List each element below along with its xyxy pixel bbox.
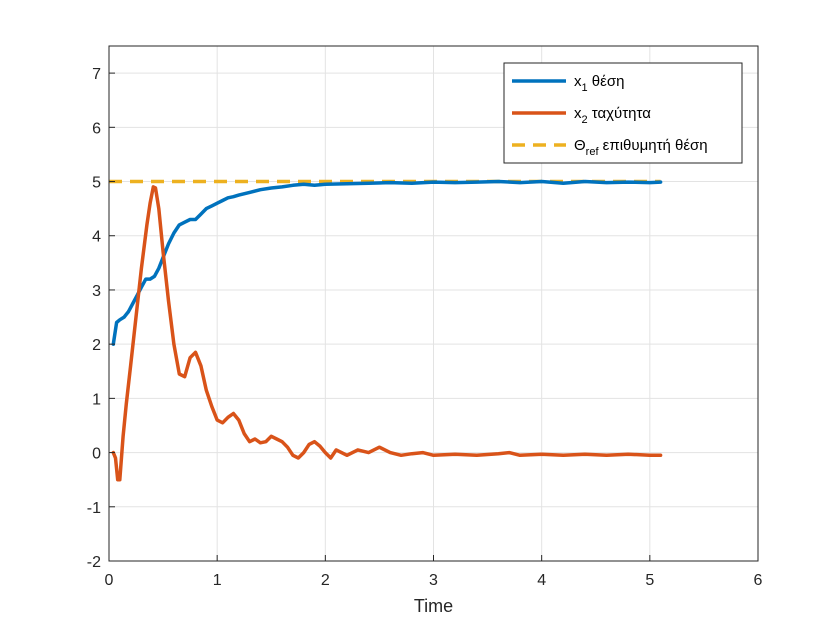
y-tick-label: 3	[92, 283, 101, 300]
legend-subscript: ref	[586, 146, 600, 158]
series-line-2	[111, 185, 663, 482]
legend-base: x	[574, 73, 582, 90]
legend-rest: θέση	[588, 73, 625, 90]
series-lines	[109, 179, 663, 482]
x-tick-label: 6	[754, 572, 763, 589]
y-tick-label: 4	[92, 229, 101, 246]
y-tick-label: -2	[87, 554, 101, 571]
legend-rest: ταχύτητα	[588, 105, 652, 122]
legend-entry-3: Θref επιθυμητή θέση	[574, 137, 708, 158]
y-tick-label: 5	[92, 175, 101, 192]
x-tick-label: 3	[429, 572, 438, 589]
y-tick-label: 6	[92, 120, 101, 137]
legend-base: x	[574, 105, 582, 122]
y-tick-label: -1	[87, 500, 101, 517]
x-tick-label: 4	[537, 572, 546, 589]
x-tick-label: 5	[645, 572, 654, 589]
y-tick-label: 2	[92, 337, 101, 354]
x-axis-label: Time	[414, 596, 453, 616]
y-tick-label: 7	[92, 66, 101, 83]
x-tick-label: 0	[105, 572, 114, 589]
series-line-1	[111, 179, 663, 346]
x-tick-label: 2	[321, 572, 330, 589]
legend-subscript: 2	[582, 114, 588, 126]
y-tick-label: 1	[92, 391, 101, 408]
legend-base: Θ	[574, 137, 586, 154]
axis-ticks: 0 1 2 3 4 5 6 -2 -1 0 1 2 3 4 5 6 7	[87, 66, 763, 589]
legend-rest: επιθυμητή θέση	[599, 137, 708, 154]
legend-entry-2: x2 ταχύτητα	[574, 105, 651, 126]
y-tick-label: 0	[92, 446, 101, 463]
legend-subscript: 1	[582, 82, 588, 94]
legend-entry-1: x1 θέση	[574, 73, 624, 94]
x-tick-label: 1	[213, 572, 222, 589]
